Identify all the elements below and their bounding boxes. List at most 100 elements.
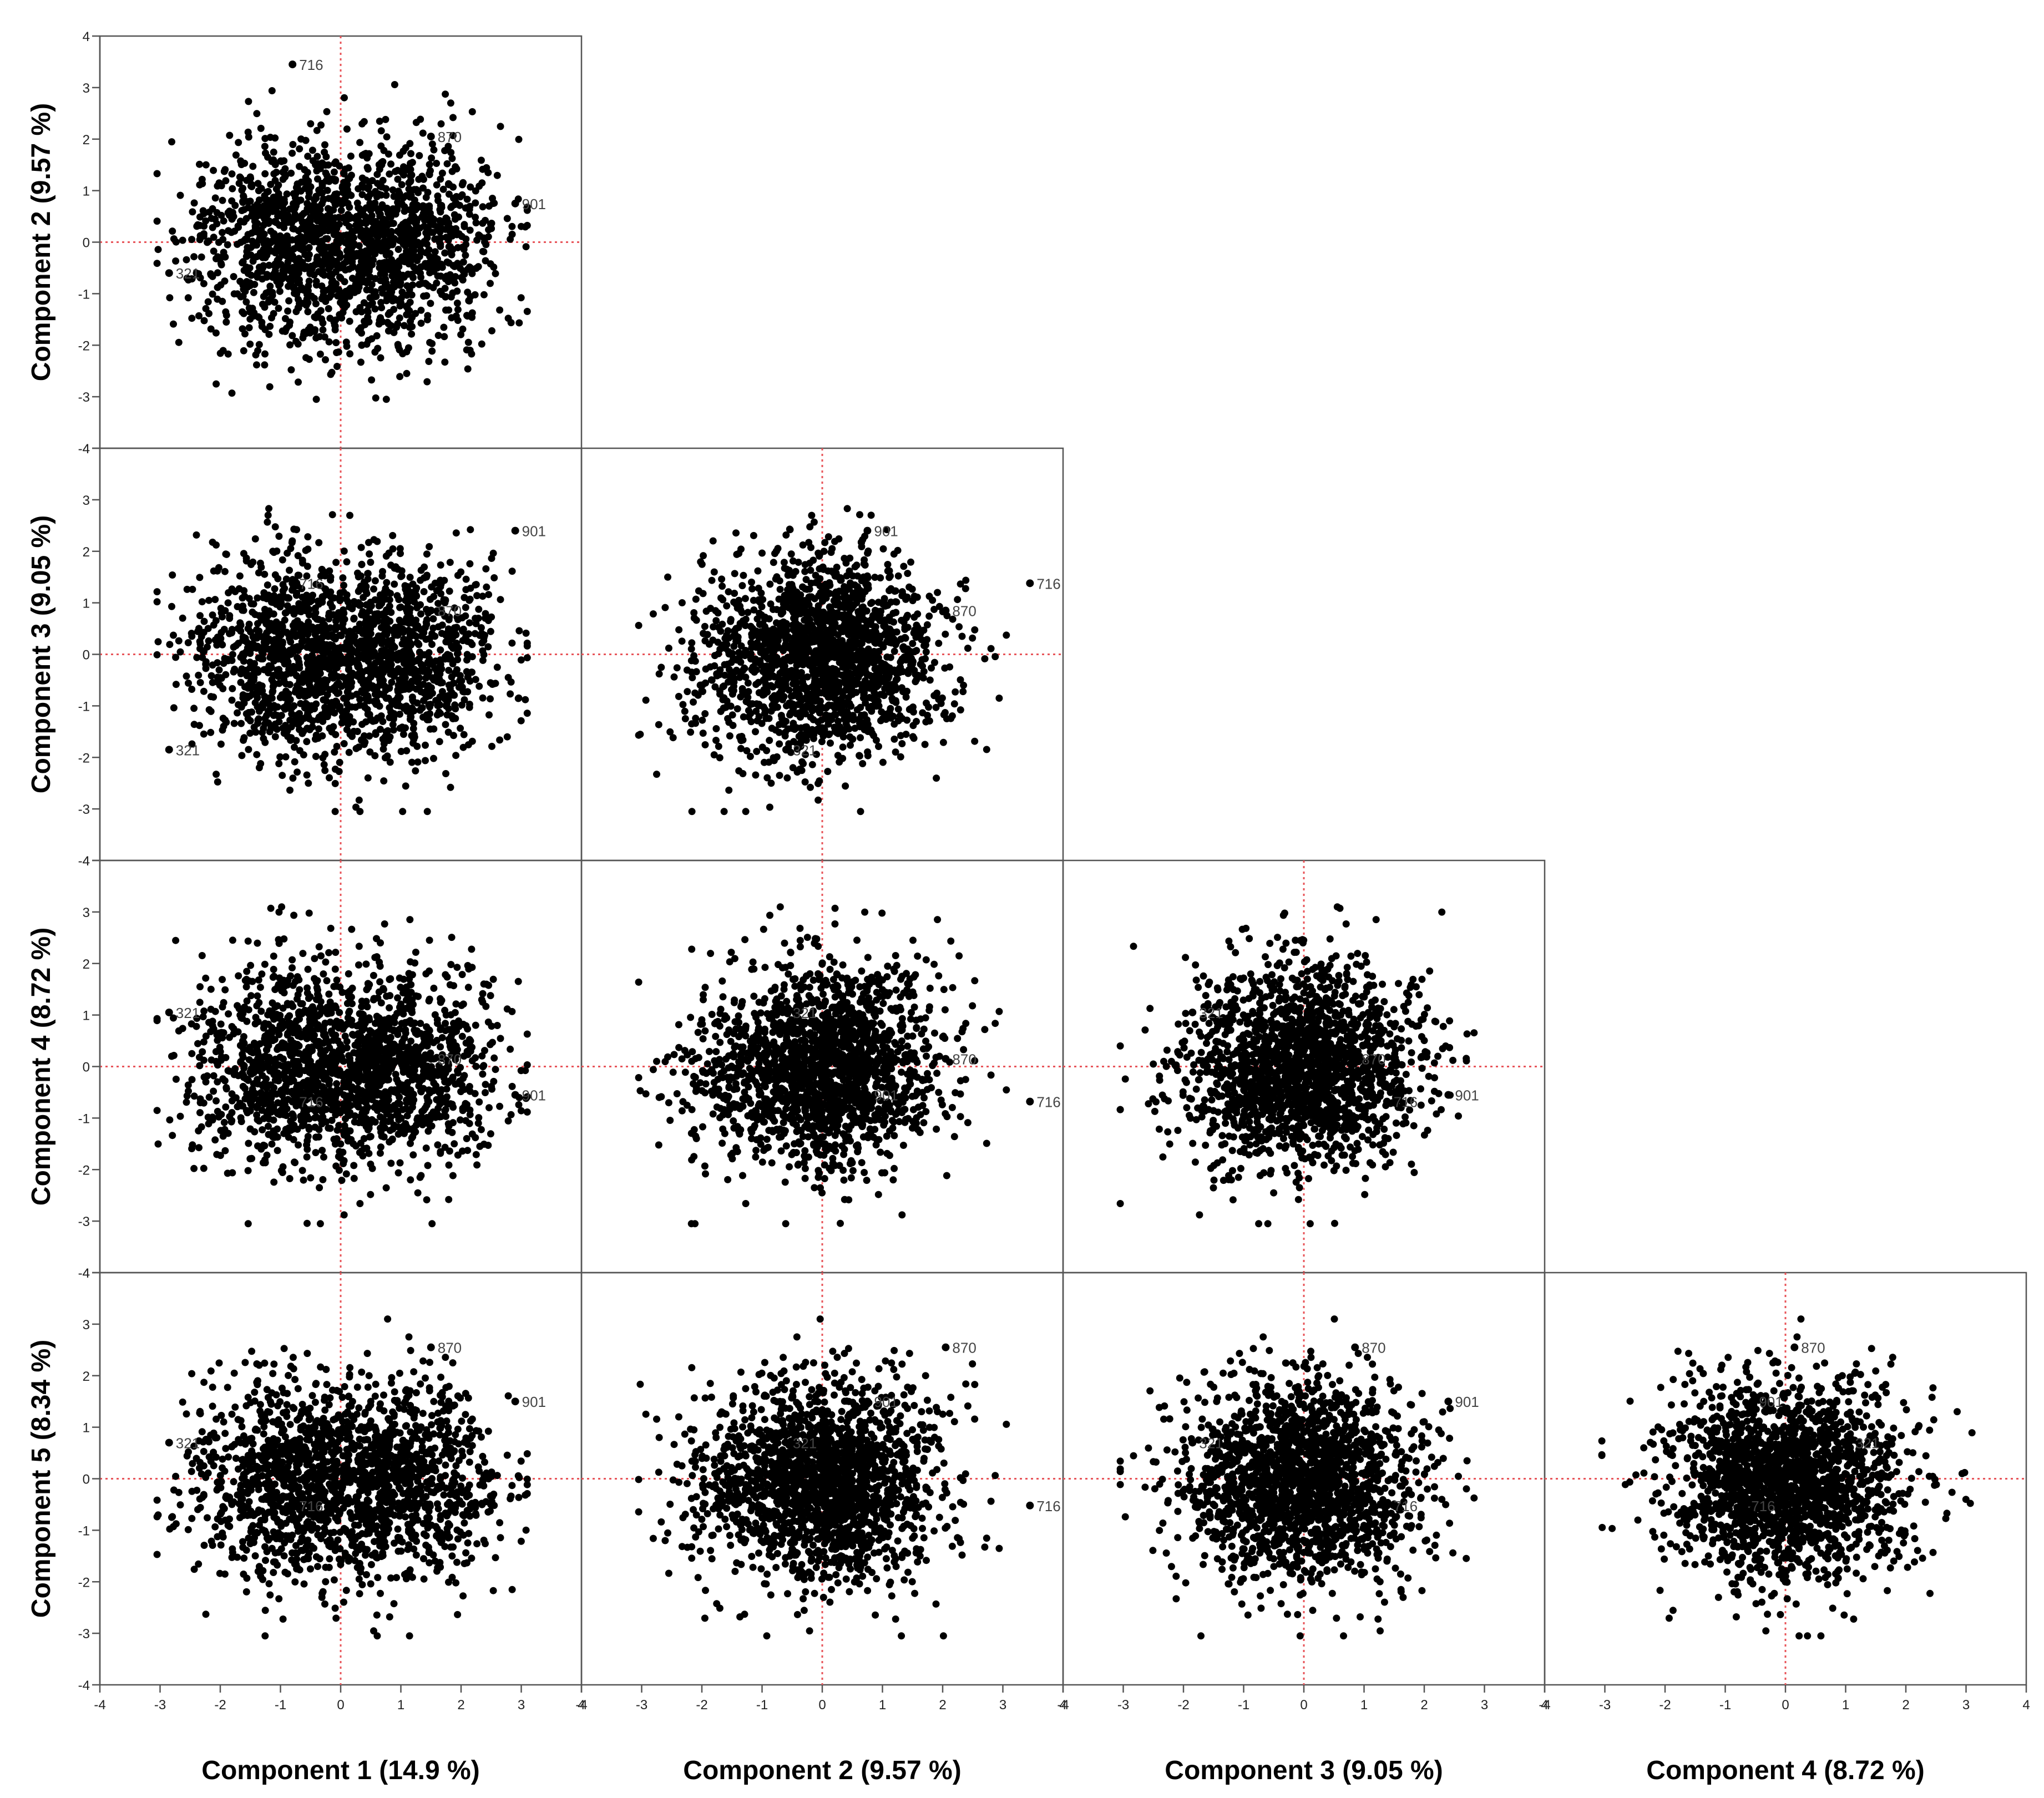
data-point (409, 274, 417, 281)
data-point (401, 240, 409, 248)
data-point (346, 350, 354, 358)
data-point (365, 679, 372, 687)
data-point (670, 673, 678, 681)
data-point (515, 627, 523, 635)
data-point (350, 615, 358, 623)
data-point (314, 238, 322, 246)
data-point (386, 596, 393, 604)
data-point (277, 621, 285, 629)
data-point (423, 378, 431, 386)
data-point (405, 179, 413, 187)
data-point (296, 145, 303, 153)
data-point (305, 245, 312, 252)
data-point (635, 621, 642, 629)
data-point (327, 222, 335, 230)
data-point (303, 295, 311, 303)
data-point-870 (427, 133, 435, 141)
data-point (357, 358, 365, 366)
data-point (377, 354, 384, 362)
data-point (236, 277, 244, 285)
data-point (222, 318, 230, 326)
data-point (290, 702, 298, 710)
data-point (280, 592, 287, 600)
data-point (261, 645, 269, 653)
data-point (433, 279, 441, 287)
data-point (801, 778, 809, 786)
data-point (420, 222, 428, 230)
data-point (991, 653, 999, 661)
data-point-321 (165, 746, 173, 754)
data-point (211, 596, 219, 604)
data-point (239, 633, 247, 641)
data-point (452, 752, 460, 759)
data-point (252, 728, 260, 736)
data-point (679, 701, 687, 708)
data-point (416, 281, 423, 288)
data-point (430, 725, 438, 733)
data-point (323, 172, 331, 180)
data-point (419, 681, 427, 688)
data-point (422, 741, 429, 749)
data-point (348, 244, 356, 252)
data-point (214, 659, 221, 667)
data-point (750, 606, 758, 614)
data-point (213, 380, 220, 388)
data-point (179, 236, 186, 244)
data-point (313, 153, 321, 160)
data-point (801, 568, 809, 575)
data-point (250, 600, 257, 608)
data-point (983, 746, 990, 753)
data-point (229, 685, 236, 692)
data-point (364, 575, 372, 583)
data-point (272, 185, 280, 193)
data-point (467, 293, 474, 301)
data-point (279, 327, 286, 335)
data-point (386, 685, 393, 692)
data-point (313, 253, 321, 261)
data-point (270, 148, 277, 156)
data-point (301, 166, 308, 174)
data-point (412, 767, 419, 774)
data-point (438, 688, 446, 696)
data-point (396, 314, 403, 322)
data-point (363, 277, 371, 285)
data-point (194, 221, 201, 229)
data-point (284, 695, 292, 703)
data-point (712, 725, 720, 732)
data-point (496, 736, 504, 744)
data-point (732, 637, 740, 645)
data-point (386, 266, 393, 274)
data-point (842, 782, 849, 790)
data-point (382, 191, 390, 199)
data-point (442, 770, 449, 777)
data-point (455, 213, 462, 221)
data-point (343, 342, 351, 350)
data-point (750, 531, 757, 539)
data-point (718, 575, 726, 583)
data-point (282, 263, 290, 271)
data-point (857, 808, 864, 816)
data-point (452, 273, 459, 281)
data-point (384, 227, 392, 235)
data-point (475, 231, 483, 239)
data-point (752, 728, 759, 736)
data-point (336, 705, 343, 713)
data-point (297, 178, 305, 186)
data-point (856, 752, 863, 760)
data-point (272, 169, 280, 176)
data-point (408, 330, 416, 338)
data-point (442, 90, 449, 98)
data-point (346, 204, 353, 211)
data-point (766, 580, 774, 588)
data-point (266, 272, 274, 280)
data-point (300, 328, 308, 336)
data-point (954, 596, 962, 604)
data-point (390, 193, 398, 200)
data-point (394, 687, 402, 695)
data-point (376, 690, 384, 698)
data-point (345, 652, 352, 660)
data-point (264, 581, 271, 589)
data-point (436, 239, 443, 246)
data-point (276, 753, 284, 761)
data-point (268, 314, 275, 322)
